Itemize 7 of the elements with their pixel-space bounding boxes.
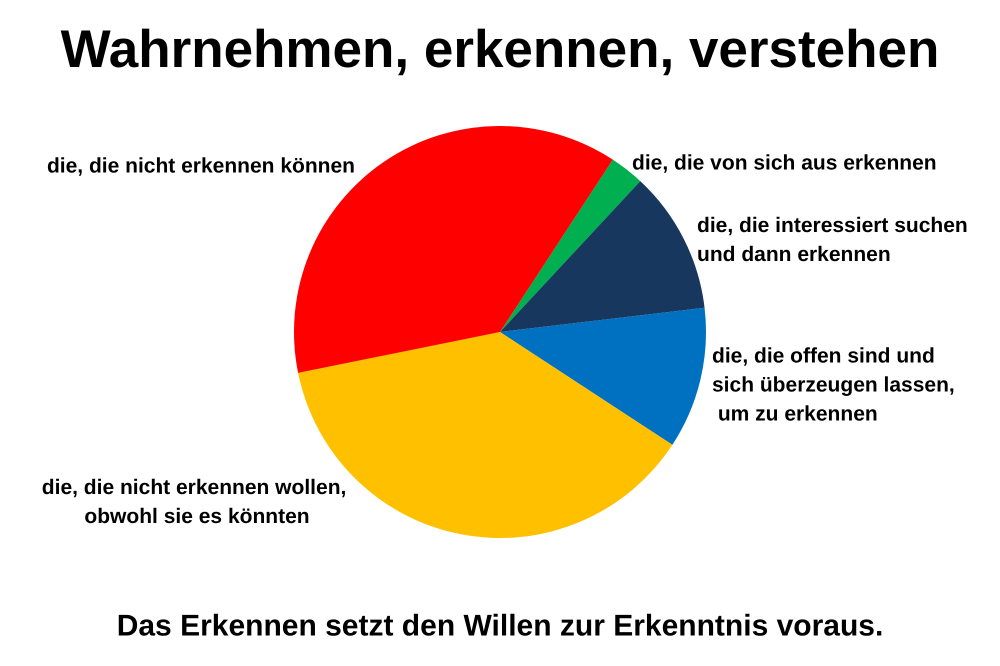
slice-label: die, die nicht erkennen wollen, obwohl sie es könnten (42, 476, 352, 528)
text: Das Erkennen setzt den Willen zur Erkenntnis voraus. (116, 610, 884, 642)
slice-label: die, die offen sind und sich überzeugen lassen, um zu erkennen (712, 344, 955, 426)
slice-label: die, die interessiert suchen und dann erkennen (697, 214, 974, 266)
slice-label: die, die von sich aus erkennen (632, 152, 937, 174)
chart-title: Wahrnehmen, erkennen, verstehen (60, 20, 940, 79)
slice-label: die, die nicht erkennen können (46, 154, 355, 178)
